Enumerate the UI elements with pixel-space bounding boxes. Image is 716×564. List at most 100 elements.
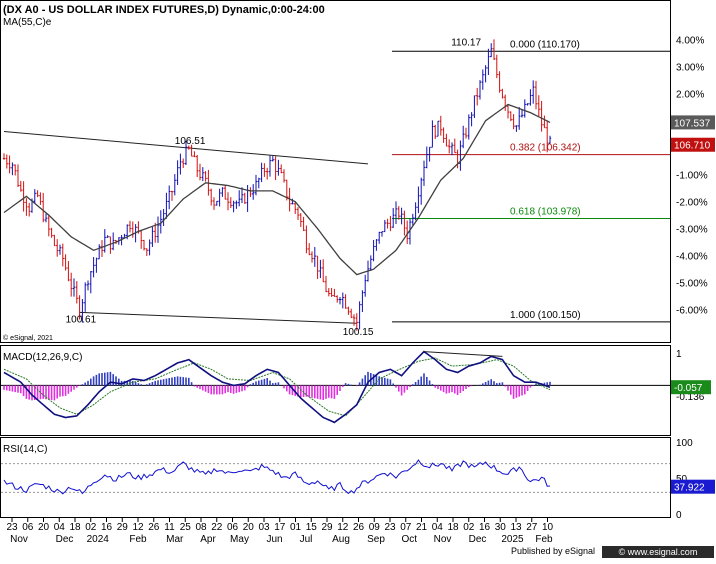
x-day-label: 02: [85, 522, 97, 533]
lower-trendline: [79, 311, 357, 324]
price-y-tick-label: -4.00%: [676, 252, 708, 263]
rsi-y-tick-label: 50: [676, 474, 688, 485]
x-day-label: 26: [353, 522, 365, 533]
price-bar: [257, 177, 260, 189]
price-bar: [299, 213, 302, 228]
price-bar: [190, 144, 193, 157]
price-bar: [436, 120, 440, 137]
x-month-label: Aug: [332, 534, 350, 545]
price-bar: [224, 184, 227, 200]
price-bar: [378, 231, 381, 244]
price-bar: [277, 159, 280, 176]
macd-badge-label: -0.057: [674, 383, 703, 394]
price-bar: [383, 219, 386, 233]
price-bar: [162, 208, 165, 227]
price-bar: [302, 216, 305, 232]
price-bar: [39, 192, 42, 205]
rsi-y-tick-label: 100: [676, 438, 693, 449]
price-bar: [142, 239, 146, 251]
price-bar: [263, 163, 266, 177]
x-month-label: 2025: [501, 534, 524, 545]
price-bar: [310, 251, 314, 263]
x-day-label: 29: [117, 522, 129, 533]
rsi-y-tick-label: 0: [676, 510, 682, 521]
price-bar: [168, 185, 171, 210]
x-day-label: 27: [526, 522, 538, 533]
price-bar: [285, 179, 288, 201]
price-bar: [201, 167, 204, 182]
price-bar: [548, 135, 552, 144]
price-badge-label: 107.537: [674, 118, 711, 129]
price-bar: [204, 171, 207, 182]
price-bar: [64, 254, 67, 271]
price-y-tick-label: -1.00%: [676, 171, 708, 182]
x-axis: 23 06 20 04 18 02 16 29 12 26 11 25 08 22 06 20 03 17 01 15…: [6, 518, 553, 545]
price-bar: [218, 188, 221, 207]
price-bar: [392, 207, 395, 228]
x-month-label: Jul: [300, 534, 313, 545]
price-bar: [212, 197, 216, 210]
price-bar: [95, 257, 98, 273]
price-bar: [417, 186, 420, 214]
rsi-badge: [671, 479, 715, 494]
rsi-line: [3, 459, 551, 495]
ma-label: MA(55,C)e: [3, 17, 52, 28]
x-month-label: Dec: [469, 534, 487, 545]
x-day-label: 01: [290, 522, 302, 533]
price-bar: [33, 189, 36, 204]
price-bar: [403, 210, 406, 236]
price-bar: [221, 187, 224, 197]
price-bar: [112, 232, 115, 251]
price-bar: [260, 162, 263, 183]
price-bar: [274, 156, 277, 181]
x-day-label: 08: [195, 522, 207, 533]
macd-badge: [671, 380, 711, 395]
price-bar: [254, 174, 258, 196]
price-bar: [44, 213, 48, 223]
price-bar: [2, 153, 6, 160]
x-day-label: 16: [101, 522, 113, 533]
price-bar: [36, 190, 39, 198]
price-bar: [16, 164, 20, 187]
chart-title: (DX A0 - US DOLLAR INDEX FUTURES,D) Dyna…: [3, 4, 325, 16]
x-day-label: 11: [164, 522, 175, 533]
price-bar: [330, 287, 333, 297]
price-bar: [464, 127, 468, 139]
price-bar: [476, 87, 479, 106]
price-bar: [106, 235, 109, 238]
price-bar: [58, 244, 62, 255]
price-bar: [294, 202, 297, 214]
macd-signal-value: -0.136: [676, 392, 705, 403]
price-bar: [478, 80, 482, 100]
price-bar: [498, 71, 501, 93]
fib-level-label: 0.618 (103.978): [510, 206, 581, 217]
rsi-panel-frame: [0, 437, 671, 518]
price-bar: [406, 220, 409, 244]
price-bar: [252, 184, 255, 200]
price-bar: [70, 272, 73, 297]
price-bar: [305, 225, 308, 254]
price-bar: [308, 243, 311, 256]
price-bar: [154, 222, 157, 243]
price-bar: [159, 210, 162, 234]
price-badge: [671, 115, 715, 130]
price-y-tick-label: 3.00%: [676, 63, 704, 74]
price-bar: [336, 295, 339, 303]
price-bar: [420, 177, 423, 205]
x-day-label: 15: [306, 522, 318, 533]
price-bar: [546, 121, 549, 153]
price-bar: [47, 214, 50, 237]
x-month-label: May: [230, 534, 249, 545]
price-bar: [75, 281, 78, 304]
price-bar: [529, 89, 532, 106]
price-bar: [165, 192, 168, 219]
price-bar: [61, 243, 64, 267]
price-bar: [352, 314, 356, 326]
price-bar: [534, 80, 538, 110]
price-bar: [182, 158, 185, 168]
x-day-label: 22: [211, 522, 223, 533]
x-month-label: Feb: [535, 534, 553, 545]
price-badge: [671, 137, 715, 152]
price-bar: [235, 200, 238, 209]
